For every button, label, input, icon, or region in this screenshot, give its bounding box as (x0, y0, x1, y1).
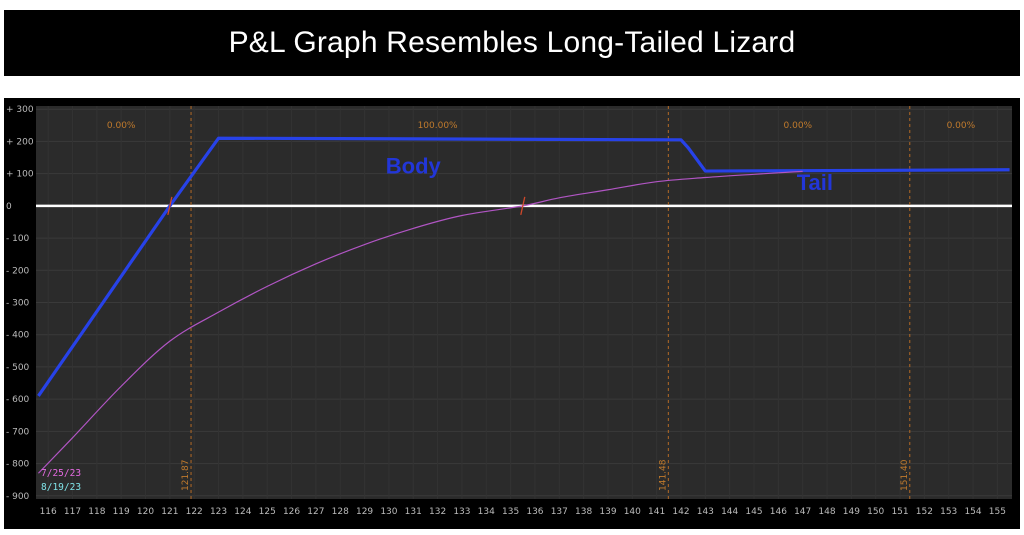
x-tick-label: 132 (429, 507, 446, 517)
breakeven-marker (167, 196, 173, 216)
y-tick-label: - 900 (6, 492, 30, 502)
annotation-body: Body (386, 154, 442, 179)
series-line-7-25-23 (38, 170, 803, 474)
y-tick-label: 0 (6, 202, 12, 212)
x-tick-label: 127 (307, 507, 324, 517)
y-tick-label: - 700 (6, 427, 30, 437)
x-tick-label: 147 (794, 507, 811, 517)
x-tick-label: 129 (356, 507, 373, 517)
x-tick-label: 128 (332, 507, 349, 517)
legend-entry: 7/25/23 (41, 468, 81, 479)
x-tick-label: 126 (283, 507, 300, 517)
y-tick-label: - 600 (6, 395, 30, 405)
vertical-marker-label: 151.40 (900, 459, 910, 491)
x-tick-label: 123 (210, 507, 227, 517)
probability-label: 0.00% (107, 121, 136, 131)
y-tick-label: + 200 (6, 137, 34, 147)
x-tick-label: 124 (234, 507, 251, 517)
chart-title: P&L Graph Resembles Long-Tailed Lizard (228, 26, 796, 59)
x-tick-label: 143 (697, 507, 714, 517)
x-tick-label: 136 (526, 507, 543, 517)
x-tick-label: 120 (137, 507, 154, 517)
y-tick-label: - 200 (6, 266, 30, 276)
x-tick-label: 137 (551, 507, 568, 517)
x-tick-label: 116 (40, 507, 57, 517)
x-tick-label: 151 (891, 507, 908, 517)
breakeven-marker (520, 196, 526, 216)
x-tick-label: 146 (770, 507, 787, 517)
x-tick-label: 130 (380, 507, 397, 517)
y-tick-label: - 400 (6, 331, 30, 341)
x-tick-label: 144 (721, 507, 738, 517)
annotation-tail: Tail (797, 170, 833, 195)
x-tick-label: 145 (745, 507, 762, 517)
legend-entry: 8/19/23 (41, 482, 81, 493)
x-tick-label: 121 (161, 507, 178, 517)
x-tick-label: 119 (113, 507, 130, 517)
x-tick-label: 139 (599, 507, 616, 517)
x-tick-label: 133 (453, 507, 470, 517)
chart-panel: 121.87 141.48 151.40 0.00% 100.00% 0.00% 0.00%… (4, 98, 1020, 529)
x-tick-label: 131 (405, 507, 422, 517)
x-tick-label: 138 (575, 507, 592, 517)
y-tick-label: - 300 (6, 299, 30, 309)
y-tick-label: - 100 (6, 234, 30, 244)
y-tick-label: - 500 (6, 363, 30, 373)
x-tick-label: 135 (502, 507, 519, 517)
x-tick-label: 154 (964, 507, 981, 517)
x-tick-label: 117 (64, 507, 81, 517)
pnl-chart: 121.87 141.48 151.40 0.00% 100.00% 0.00% 0.00%… (6, 105, 1012, 517)
x-tick-label: 125 (259, 507, 276, 517)
probability-label: 0.00% (947, 121, 976, 131)
x-tick-label: 140 (624, 507, 641, 517)
vertical-marker-label: 121.87 (181, 460, 191, 492)
title-banner: P&L Graph Resembles Long-Tailed Lizard (4, 10, 1020, 76)
probability-label: 100.00% (418, 121, 458, 131)
x-tick-label: 153 (940, 507, 957, 517)
x-tick-label: 150 (867, 507, 884, 517)
x-tick-label: 122 (186, 507, 203, 517)
x-tick-label: 142 (672, 507, 689, 517)
x-tick-label: 149 (843, 507, 860, 517)
vertical-marker-label: 141.48 (658, 459, 668, 491)
y-tick-label: - 800 (6, 460, 30, 470)
y-tick-label: + 100 (6, 170, 34, 180)
x-tick-label: 141 (648, 507, 665, 517)
x-tick-label: 118 (88, 507, 105, 517)
y-tick-label: + 300 (6, 105, 34, 115)
x-tick-label: 134 (478, 507, 495, 517)
x-tick-label: 148 (818, 507, 835, 517)
probability-label: 0.00% (784, 121, 813, 131)
x-tick-label: 152 (916, 507, 933, 517)
x-tick-label: 155 (989, 507, 1006, 517)
